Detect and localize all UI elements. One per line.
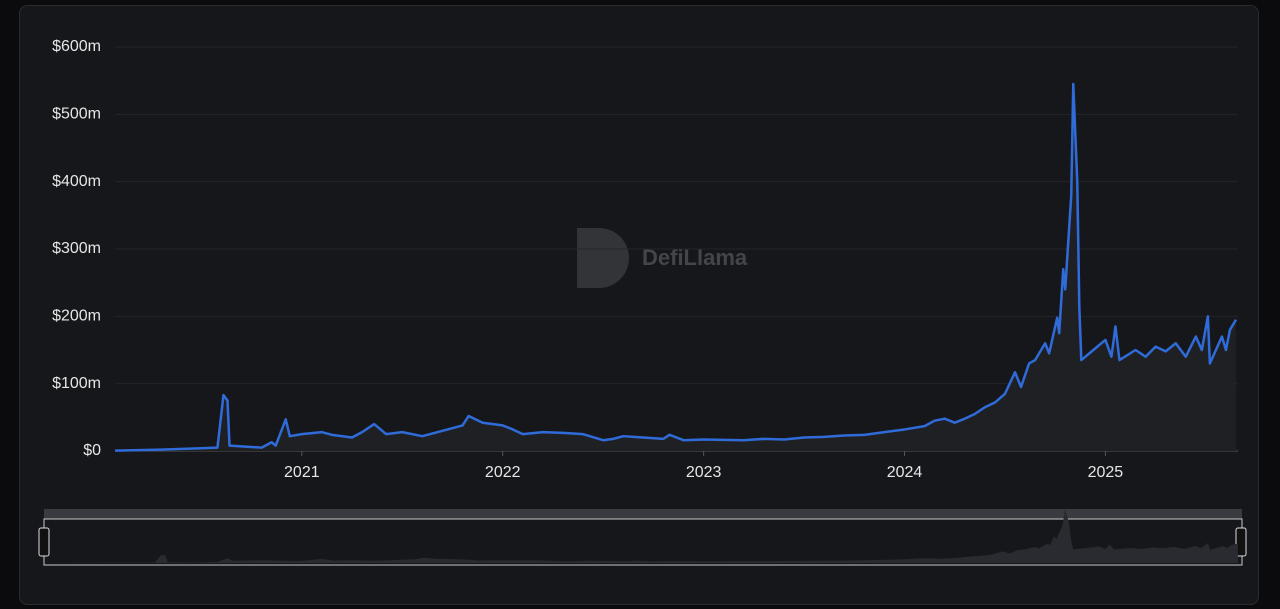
x-tick-label: 2024 [887,464,923,481]
slider-handle[interactable] [38,527,50,557]
x-tick-label: 2022 [485,464,521,481]
x-tick-label: 2023 [686,464,722,481]
y-tick-label: $0 [83,442,101,459]
line [114,82,1238,452]
slider-handle[interactable] [1235,527,1247,557]
y-tick-label: $300m [52,240,101,257]
mini-area [46,508,1238,563]
y-tick-label: $200m [52,308,101,325]
watermark: DefiLlama [577,228,748,288]
x-tick-label: 2025 [1088,464,1124,481]
panel [19,5,1259,605]
y-tick-label: $100m [52,375,101,392]
slider-bar[interactable] [44,509,1242,519]
y-tick-label: $600m [52,38,101,55]
y-tick-label: $500m [52,106,101,123]
y-tick-label: $400m [52,173,101,190]
x-tick-label: 2021 [284,464,320,481]
watermark-logo [577,228,629,288]
